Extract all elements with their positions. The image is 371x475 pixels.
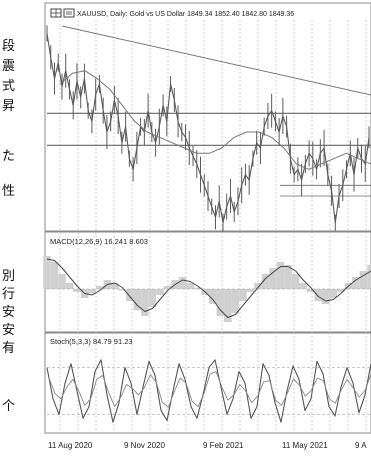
side-glyph: 行 <box>2 287 16 302</box>
side-glyph: 性 <box>2 184 16 199</box>
instrument-label: XAUUSD, Daily: Gold vs US Dollar 1849.34… <box>77 11 294 18</box>
stoch-signal-line <box>48 371 371 408</box>
macd-histogram-bar <box>50 262 59 289</box>
macd-histogram-bar <box>65 283 74 289</box>
side-glyph: 有 <box>2 341 16 356</box>
macd-signal-line <box>46 258 371 318</box>
macd-histogram-bar <box>73 289 81 292</box>
macd-histogram-bar <box>269 268 277 289</box>
macd-histogram-bar <box>178 277 187 289</box>
macd-histogram-bar <box>367 265 371 289</box>
chart-toolbar-icons[interactable] <box>50 8 75 18</box>
macd-histogram-bar <box>193 287 202 289</box>
macd-histogram-bar <box>314 289 323 301</box>
macd-histogram-bar <box>118 289 127 291</box>
macd-histogram-bar <box>88 289 96 294</box>
side-glyph: 安 <box>2 305 16 320</box>
macd-histogram-bar <box>209 289 217 304</box>
side-glyph: 个 <box>2 399 16 414</box>
macd-histogram-bar <box>337 289 345 292</box>
macd-histogram-bar <box>133 289 142 310</box>
side-glyph: 安 <box>2 323 16 338</box>
horizontal-levels <box>47 112 371 197</box>
macd-histogram-bar <box>141 289 149 316</box>
stoch-series <box>46 359 371 423</box>
time-tick: 9 Feb 2021 <box>203 441 244 450</box>
side-glyph: た <box>2 149 16 164</box>
macd-panel <box>44 231 371 333</box>
macd-histogram-bar <box>43 256 51 289</box>
macd-label: MACD(12,26,9) 16.241 8.603 <box>50 237 148 246</box>
stoch-label: Stoch(5,3,3) 84.79 91.23 <box>50 337 133 346</box>
price-series <box>46 25 371 232</box>
macd-histogram-bar <box>163 286 172 289</box>
macd-histogram-bar <box>111 283 119 289</box>
side-glyph: 式 <box>2 79 16 94</box>
macd-histogram-bar <box>126 289 134 301</box>
macd-histogram-bar <box>254 283 262 289</box>
moving-average-line <box>59 70 371 170</box>
stoch-panel <box>44 332 371 434</box>
macd-histogram-bar <box>95 286 104 289</box>
macd-histogram-bar <box>329 289 338 298</box>
macd-histogram-bar <box>306 289 315 292</box>
trendline <box>61 25 371 96</box>
macd-histogram-bar <box>216 289 225 316</box>
stoch-main-line <box>46 359 371 423</box>
macd-series <box>43 256 371 322</box>
macd-histogram-bar <box>276 262 285 289</box>
macd-histogram-bar <box>261 274 270 289</box>
macd-histogram-bar <box>322 289 330 304</box>
macd-histogram-bar <box>58 274 66 289</box>
macd-histogram-bar <box>148 289 157 307</box>
macd-histogram-bar <box>352 277 360 289</box>
macd-histogram-bar <box>299 283 307 289</box>
time-tick: 11 May 2021 <box>282 441 328 450</box>
macd-histogram-bar <box>239 289 247 301</box>
time-tick: 9 A <box>355 441 367 450</box>
macd-histogram-bar <box>284 265 292 289</box>
side-glyph: 段 <box>2 39 16 54</box>
macd-histogram-bar <box>246 289 255 292</box>
time-axis: 11 Aug 2020 9 Nov 2020 9 Feb 2021 11 May… <box>48 441 367 450</box>
side-glyph: 昇 <box>2 99 16 114</box>
chart-properties-icon[interactable] <box>63 8 75 18</box>
side-glyph: 別 <box>2 269 16 284</box>
macd-histogram-bar <box>231 289 240 313</box>
macd-histogram-bar <box>291 274 300 289</box>
trendline-segment <box>61 25 371 96</box>
macd-histogram-bar <box>186 283 194 289</box>
time-tick: 9 Nov 2020 <box>124 441 165 450</box>
macd-histogram-bar <box>224 289 232 322</box>
time-tick: 11 Aug 2020 <box>48 441 93 450</box>
macd-histogram-bar <box>359 271 368 289</box>
macd-histogram-bar <box>156 289 164 295</box>
side-glyph: 震 <box>2 59 16 74</box>
